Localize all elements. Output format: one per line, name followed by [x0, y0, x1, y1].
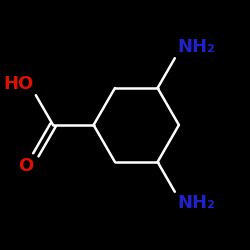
Text: HO: HO [3, 75, 34, 93]
Text: NH₂: NH₂ [177, 194, 215, 212]
Text: NH₂: NH₂ [177, 38, 215, 56]
Text: O: O [18, 157, 34, 175]
